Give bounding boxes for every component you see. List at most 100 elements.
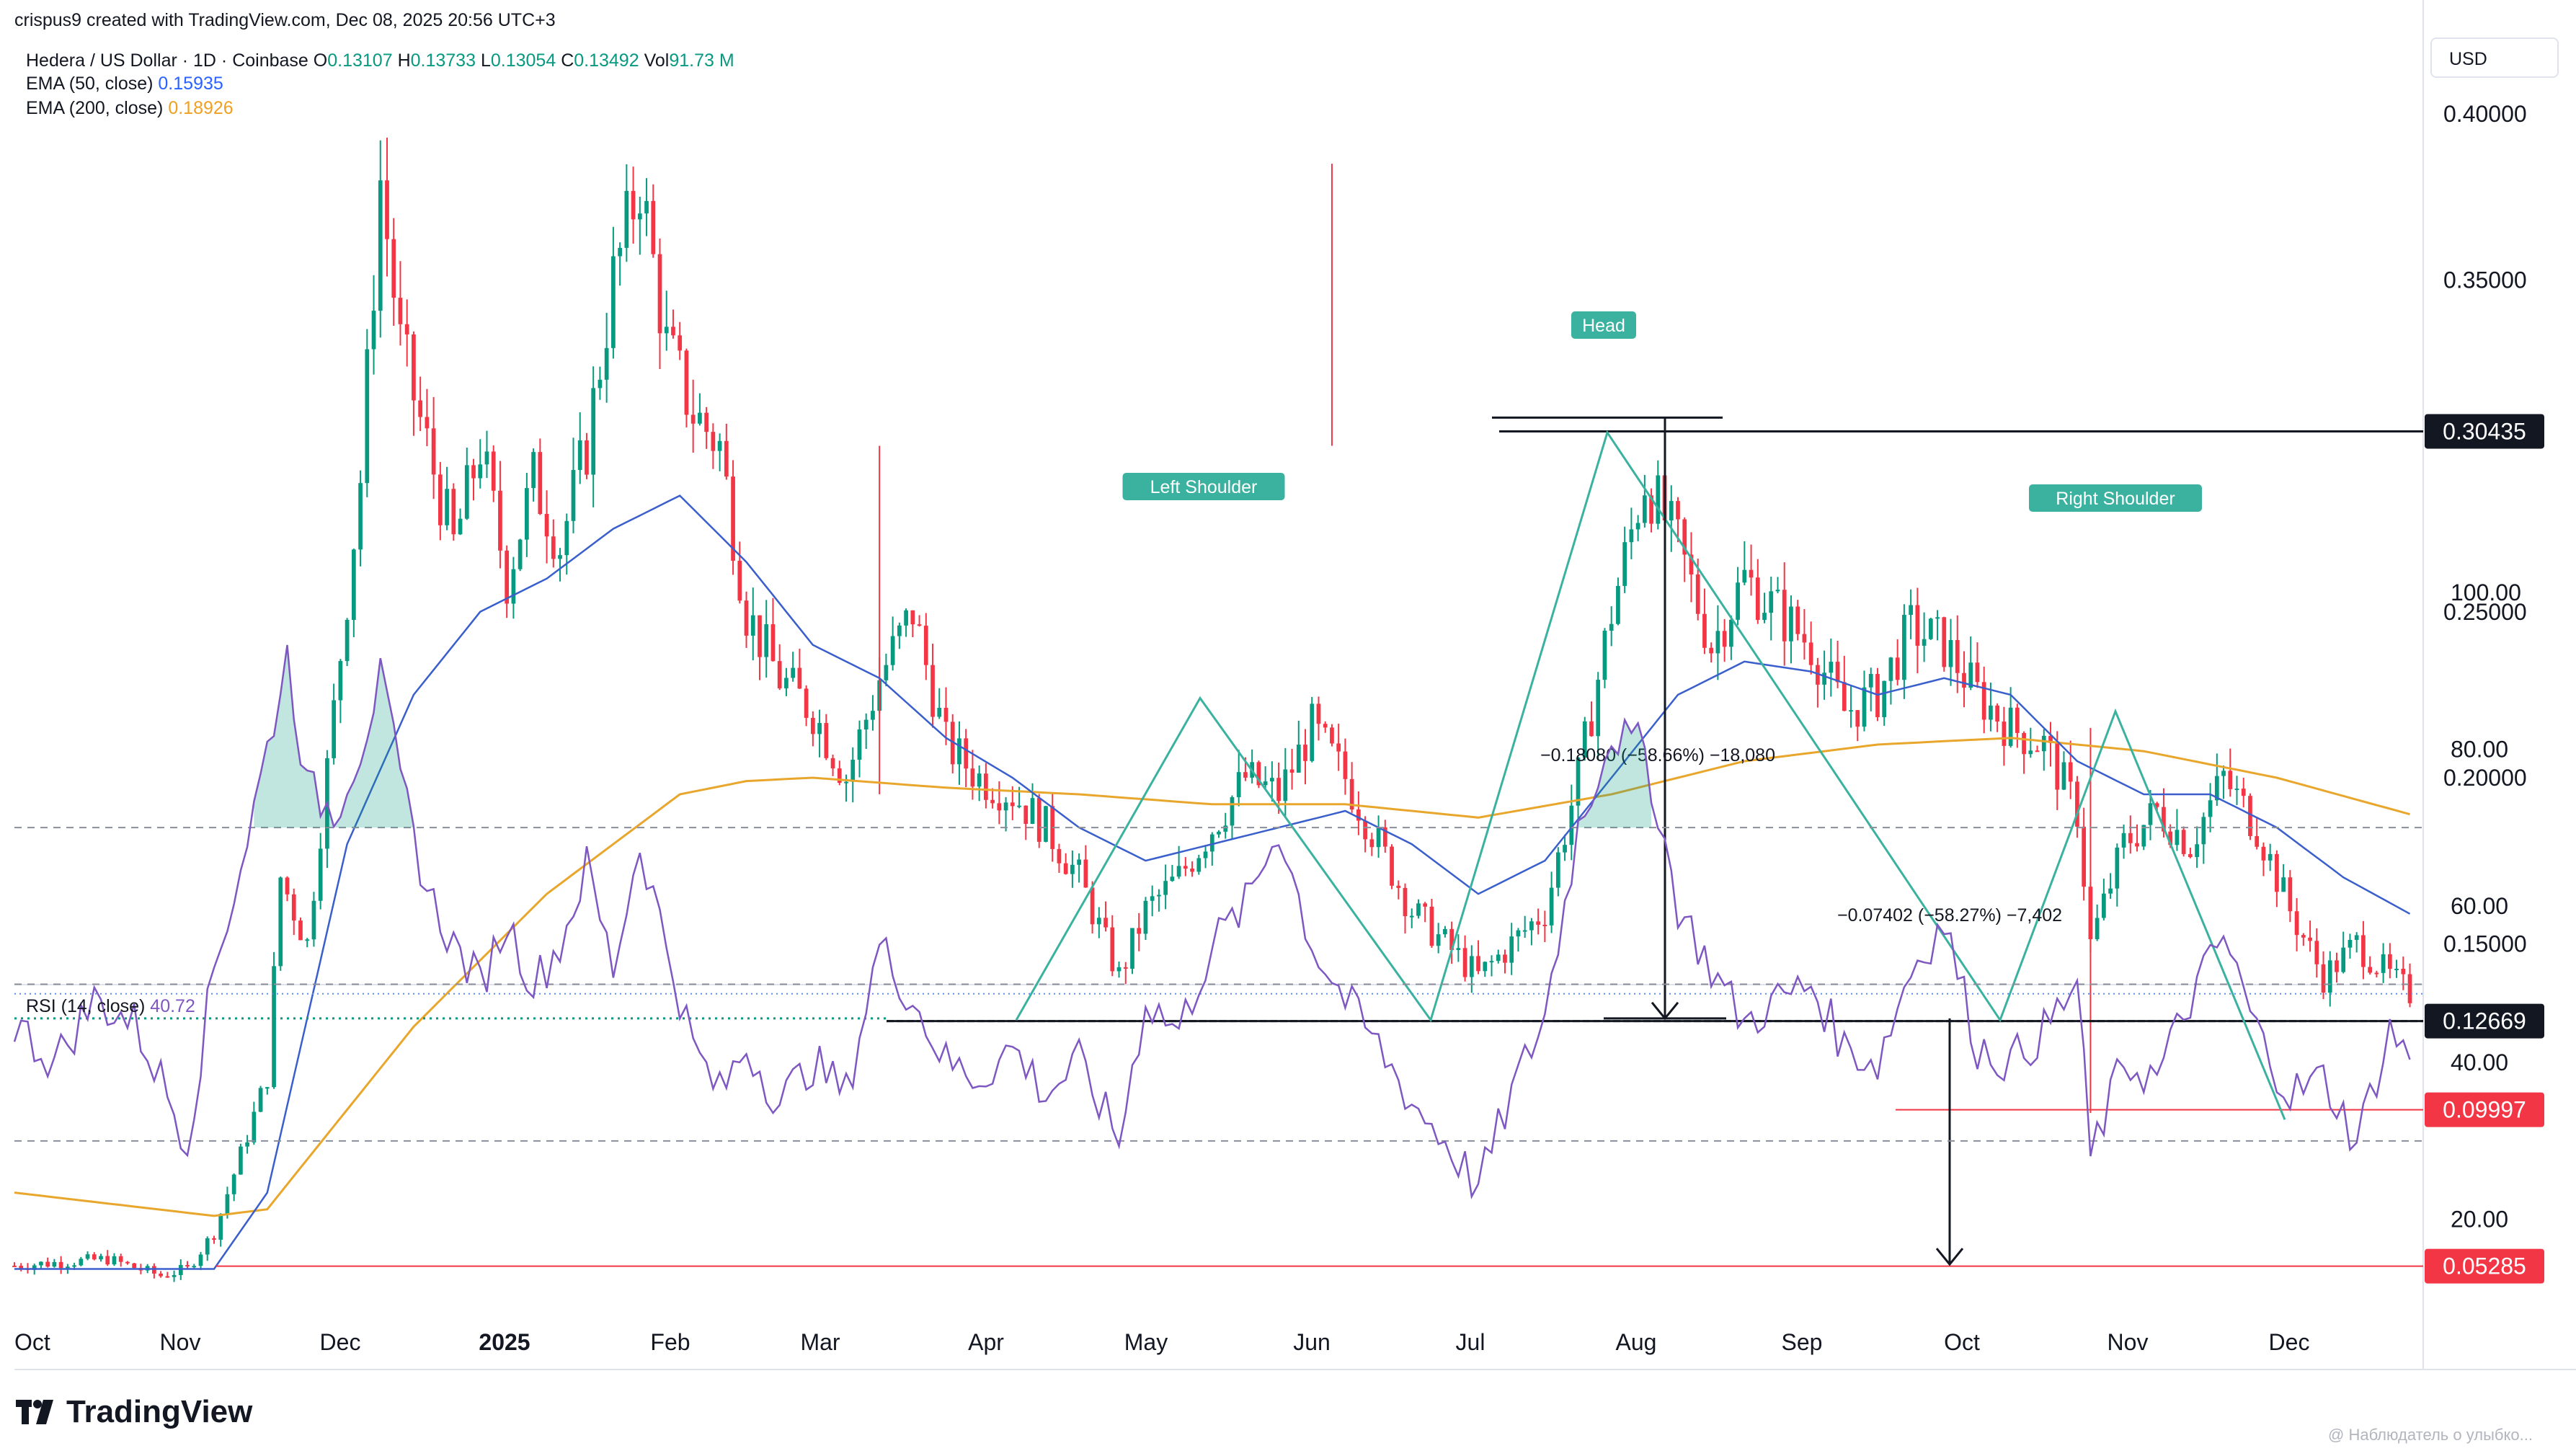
candle-up: [2008, 707, 2013, 746]
right-shoulder-tag: Right Shoulder: [2056, 489, 2175, 509]
candle-down: [285, 877, 290, 895]
right-shoulder-tag-bg: [2029, 484, 2202, 512]
candle-up: [2041, 735, 2046, 752]
candle-down: [651, 200, 656, 254]
candle-down: [711, 432, 716, 451]
candle-up: [1070, 864, 1075, 874]
candle-up: [750, 615, 755, 636]
rsi-overbought-fill: [254, 644, 414, 828]
candle-down: [731, 476, 735, 561]
candle-up: [1555, 852, 1560, 888]
price-tick-label: 0.15000: [2443, 931, 2527, 956]
time-tick-label: Dec: [2269, 1329, 2310, 1355]
tradingview-logo-icon: [16, 1400, 53, 1424]
candle-up: [1230, 796, 1235, 826]
candle-up: [305, 939, 310, 941]
candle-up: [192, 1266, 197, 1268]
candle-up: [205, 1238, 210, 1255]
candle-up: [218, 1214, 223, 1240]
candle-down: [398, 298, 403, 324]
candle-up: [511, 569, 516, 604]
candle-up: [1902, 614, 1906, 680]
candle-up: [1868, 674, 1873, 688]
candle-down: [2368, 967, 2373, 973]
candle-down: [1709, 647, 1714, 654]
candle-up: [1044, 806, 1048, 842]
candle-up: [1443, 928, 1447, 935]
candle-up: [178, 1265, 183, 1275]
candle-up: [2095, 918, 2100, 939]
rsi-tick-label: 20.00: [2451, 1207, 2508, 1233]
candle-down: [1343, 751, 1348, 779]
tradingview-logo[interactable]: TradingView: [16, 1394, 252, 1430]
candle-down: [1243, 772, 1248, 778]
candle-up: [1150, 896, 1155, 901]
candle-down: [1975, 662, 1980, 683]
level-price-box: [2425, 1003, 2544, 1039]
candle-down: [2015, 707, 2020, 733]
candle-down: [132, 1263, 137, 1269]
candle-down: [1995, 705, 2000, 722]
candle-down: [1942, 617, 1947, 667]
candle-up: [2221, 771, 2226, 776]
time-tick-label: Feb: [650, 1329, 690, 1355]
candle-down: [451, 489, 456, 535]
candle-down: [2082, 826, 2087, 887]
candle-up: [518, 539, 523, 569]
candle-down: [1842, 682, 1847, 711]
candle-down: [1137, 928, 1142, 934]
candle-up: [1736, 582, 1740, 620]
candle-down: [810, 717, 815, 734]
candle-up: [1522, 930, 1527, 932]
candle-up: [1196, 858, 1202, 872]
candle-up: [1469, 956, 1474, 977]
currency-button[interactable]: USD: [2430, 37, 2559, 78]
candle-down: [777, 661, 782, 688]
candle-up: [1509, 936, 1514, 963]
candle-up: [1409, 915, 1414, 918]
ema200-value: 0.18926: [168, 98, 234, 118]
rsi-legend[interactable]: RSI (14, close) 40.72: [26, 996, 195, 1016]
candle-up: [345, 620, 350, 662]
candle-up: [2121, 833, 2126, 848]
candle-down: [970, 768, 975, 787]
candle-up: [525, 488, 529, 540]
symbol-title: Hedera / US Dollar · 1D · Coinbase: [26, 50, 308, 71]
candles-group: [12, 138, 2412, 1282]
candle-up: [99, 1256, 103, 1260]
candle-up: [52, 1261, 57, 1267]
candle-down: [1090, 887, 1095, 925]
level-price-label: 0.09997: [2443, 1097, 2526, 1123]
candle-down: [1183, 866, 1188, 869]
candle-up: [1436, 934, 1441, 946]
candle-up: [39, 1261, 43, 1266]
high-value: 0.13733: [410, 50, 476, 71]
candle-down: [943, 707, 949, 722]
candle-down: [544, 514, 549, 537]
candle-up: [1909, 605, 1913, 615]
ema50-legend[interactable]: EMA (50, close) 0.15935: [26, 74, 223, 94]
candle-down: [1722, 631, 1727, 647]
candle-down: [2275, 853, 2279, 892]
candle-up: [1629, 529, 1634, 543]
candle-up: [351, 549, 356, 621]
candle-up: [644, 200, 649, 214]
candle-up: [332, 700, 337, 758]
candle-up: [1456, 948, 1461, 950]
candle-up: [2108, 888, 2113, 894]
candle-down: [931, 665, 935, 717]
candle-down: [1462, 948, 1467, 977]
candle-down: [1336, 743, 1341, 752]
candle-up: [1376, 827, 1381, 848]
candle-up: [1622, 542, 1627, 586]
candle-up: [112, 1256, 117, 1265]
candle-up: [1310, 703, 1315, 761]
candle-down: [92, 1254, 97, 1260]
measurement-label: −0.18080 (−58.66%) −18,080: [1540, 745, 1775, 765]
head-and-shoulders-pattern: [1015, 430, 2286, 1120]
candle-up: [871, 711, 875, 720]
ema200-legend[interactable]: EMA (200, close) 0.18926: [26, 98, 234, 118]
candle-down: [498, 490, 502, 551]
candle-down: [770, 624, 776, 662]
